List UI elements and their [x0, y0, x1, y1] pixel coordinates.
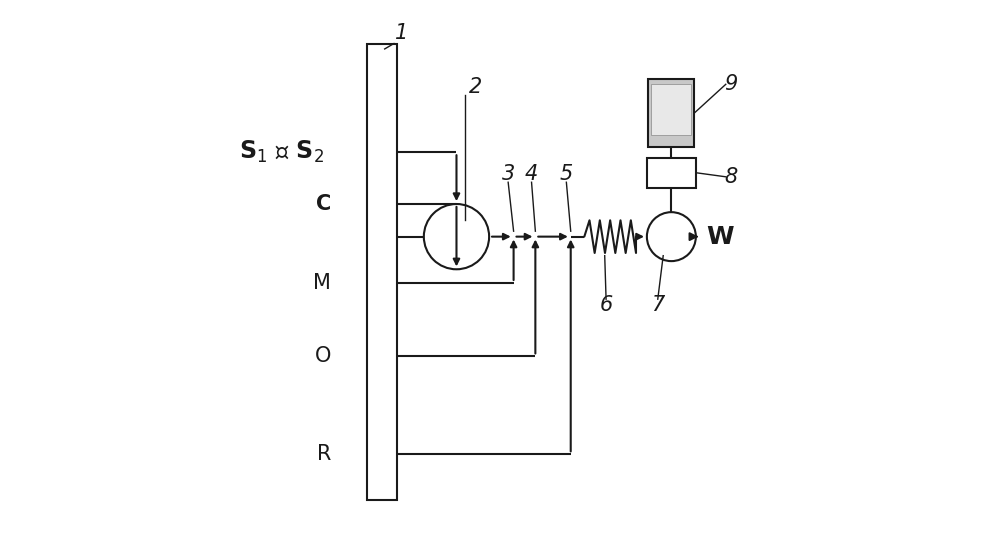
Text: 3: 3	[502, 164, 515, 184]
Bar	[651, 84, 691, 135]
Bar	[648, 79, 694, 147]
Bar	[647, 158, 696, 188]
Text: 2: 2	[469, 77, 482, 97]
Text: M: M	[313, 273, 331, 293]
Text: 9: 9	[725, 75, 738, 94]
Text: R: R	[317, 444, 331, 464]
Text: 1: 1	[395, 23, 409, 42]
Text: C: C	[316, 194, 331, 214]
Bar	[367, 44, 397, 500]
Text: W: W	[707, 225, 734, 249]
Text: 5: 5	[560, 164, 573, 184]
Text: 4: 4	[525, 164, 538, 184]
Text: 7: 7	[651, 295, 664, 314]
Text: S$_1$ 或 S$_2$: S$_1$ 或 S$_2$	[239, 139, 324, 165]
Text: 6: 6	[599, 295, 613, 314]
Text: 8: 8	[725, 167, 738, 187]
Text: O: O	[315, 347, 331, 366]
